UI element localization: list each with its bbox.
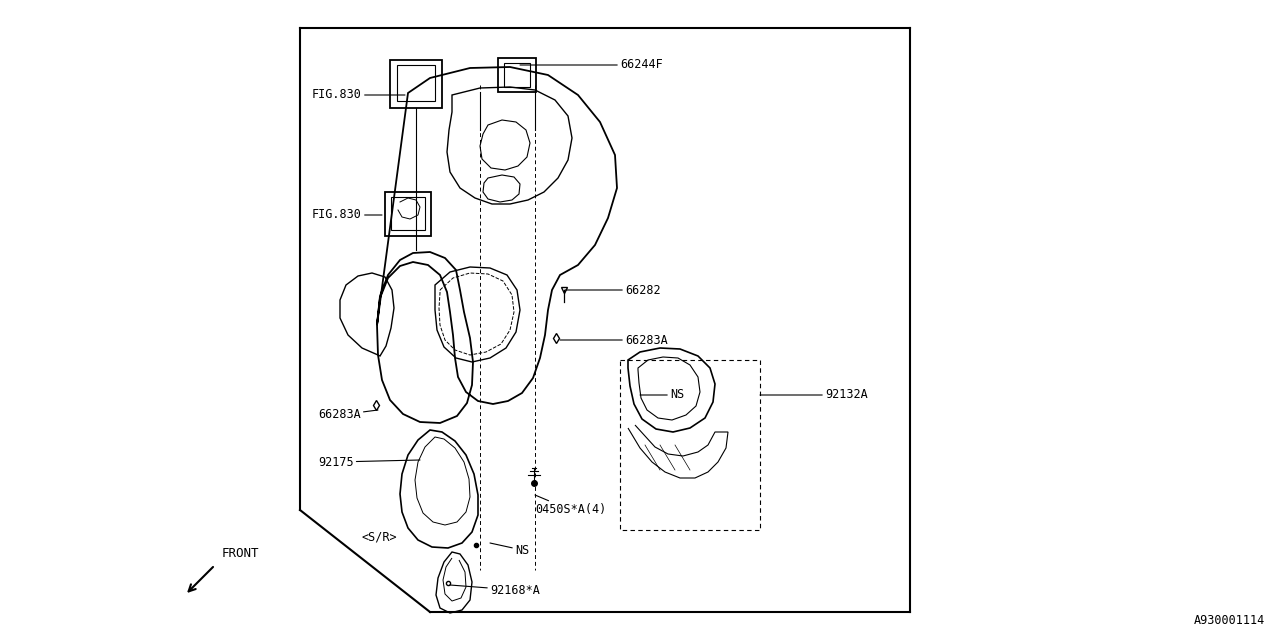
Bar bbox=[498, 58, 536, 92]
Text: 0450S*A(4): 0450S*A(4) bbox=[535, 495, 607, 516]
Bar bbox=[504, 63, 530, 87]
Bar bbox=[397, 65, 435, 101]
Text: A930001114: A930001114 bbox=[1194, 614, 1265, 627]
Text: FIG.830: FIG.830 bbox=[312, 209, 381, 221]
Text: FIG.830: FIG.830 bbox=[312, 88, 404, 102]
Text: 66244F: 66244F bbox=[520, 58, 663, 72]
Text: 66282: 66282 bbox=[564, 284, 660, 296]
Text: 92175: 92175 bbox=[317, 456, 420, 468]
Bar bbox=[390, 60, 442, 108]
Text: 66283A: 66283A bbox=[317, 408, 378, 422]
Text: 92132A: 92132A bbox=[760, 388, 868, 401]
Text: <S/R>: <S/R> bbox=[362, 531, 398, 543]
Bar bbox=[390, 197, 425, 230]
Text: NS: NS bbox=[640, 388, 685, 401]
Bar bbox=[385, 192, 431, 236]
Text: NS: NS bbox=[490, 543, 529, 557]
Text: 92168*A: 92168*A bbox=[451, 584, 540, 596]
Text: FRONT: FRONT bbox=[221, 547, 260, 560]
Text: 66283A: 66283A bbox=[561, 333, 668, 346]
